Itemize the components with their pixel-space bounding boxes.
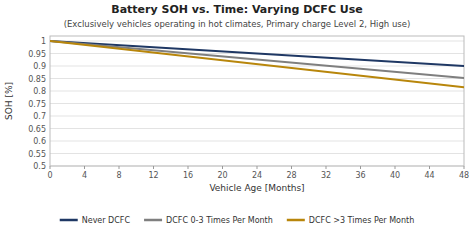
- x-tick-label: 8: [116, 171, 121, 180]
- line: [50, 41, 464, 78]
- legend-label: Never DCFC: [82, 216, 131, 225]
- x-tick: [188, 166, 189, 169]
- y-tick-label: 0.55: [28, 150, 46, 159]
- legend-swatch: [287, 219, 305, 222]
- x-tick: [222, 166, 223, 169]
- chart: Battery SOH vs. Time: Varying DCFC Use (E…: [0, 0, 474, 237]
- x-axis-label: Vehicle Age [Months]: [209, 183, 304, 193]
- legend: Never DCFC DCFC 0-3 Times Per Month DCFC >…: [60, 216, 415, 225]
- grid-line: [50, 66, 464, 67]
- grid-line: [50, 78, 464, 79]
- y-tick-label: 0.75: [28, 100, 46, 109]
- x-tick-label: 0: [47, 171, 52, 180]
- y-tick-label: 0.7: [33, 112, 46, 121]
- legend-label: DCFC >3 Times Per Month: [309, 216, 414, 225]
- y-tick-label: 0.85: [28, 75, 46, 84]
- grid-line: [50, 116, 464, 117]
- grid: [50, 41, 464, 166]
- subtitle: (Exclusively vehicles operating in hot c…: [64, 19, 411, 29]
- y-axis-label: SOH [%]: [4, 82, 14, 120]
- y-tick-label: 1: [41, 37, 46, 46]
- x-tick-label: 12: [148, 171, 158, 180]
- x-tick: [464, 166, 465, 169]
- grid-line: [50, 128, 464, 129]
- grid-line: [50, 141, 464, 142]
- x-tick: [395, 166, 396, 169]
- grid-line: [50, 103, 464, 104]
- x-tick-label: 24: [252, 171, 262, 180]
- x-tick: [326, 166, 327, 169]
- y-tick-label: 0.5: [33, 162, 46, 171]
- x-tick-label: 4: [82, 171, 87, 180]
- y-tick-label: 0.95: [28, 50, 46, 59]
- legend-swatch: [144, 219, 162, 222]
- x-tick-label: 28: [286, 171, 296, 180]
- line: [50, 41, 464, 87]
- x-tick: [50, 166, 51, 169]
- x-tick: [429, 166, 430, 169]
- legend-label: DCFC 0-3 Times Per Month: [166, 216, 273, 225]
- x-tick: [257, 166, 258, 169]
- legend-swatch: [60, 219, 78, 222]
- x-tick-label: 48: [459, 171, 469, 180]
- x-tick: [153, 166, 154, 169]
- legend-item: DCFC 0-3 Times Per Month: [144, 216, 273, 225]
- x-tick-label: 20: [217, 171, 227, 180]
- x-tick-label: 40: [390, 171, 400, 180]
- y-tick-label: 0.6: [33, 137, 46, 146]
- grid-line: [50, 41, 464, 42]
- lines: [50, 41, 464, 87]
- x-tick-label: 32: [321, 171, 331, 180]
- legend-item: Never DCFC: [60, 216, 131, 225]
- x-tick-label: 16: [183, 171, 193, 180]
- legend-item: DCFC >3 Times Per Month: [287, 216, 414, 225]
- y-tick-label: 0.65: [28, 125, 46, 134]
- y-tick-label: 0.8: [33, 87, 46, 96]
- line: [50, 41, 464, 66]
- x-tick: [84, 166, 85, 169]
- grid-line: [50, 91, 464, 92]
- x-tick: [360, 166, 361, 169]
- x-tick: [291, 166, 292, 169]
- title: Battery SOH vs. Time: Varying DCFC Use: [111, 3, 362, 16]
- plot-frame: [50, 36, 464, 166]
- x-tick-label: 36: [355, 171, 365, 180]
- y-tick-label: 0.9: [33, 62, 46, 71]
- x-tick: [119, 166, 120, 169]
- grid-line: [50, 153, 464, 154]
- x-tick-label: 44: [424, 171, 434, 180]
